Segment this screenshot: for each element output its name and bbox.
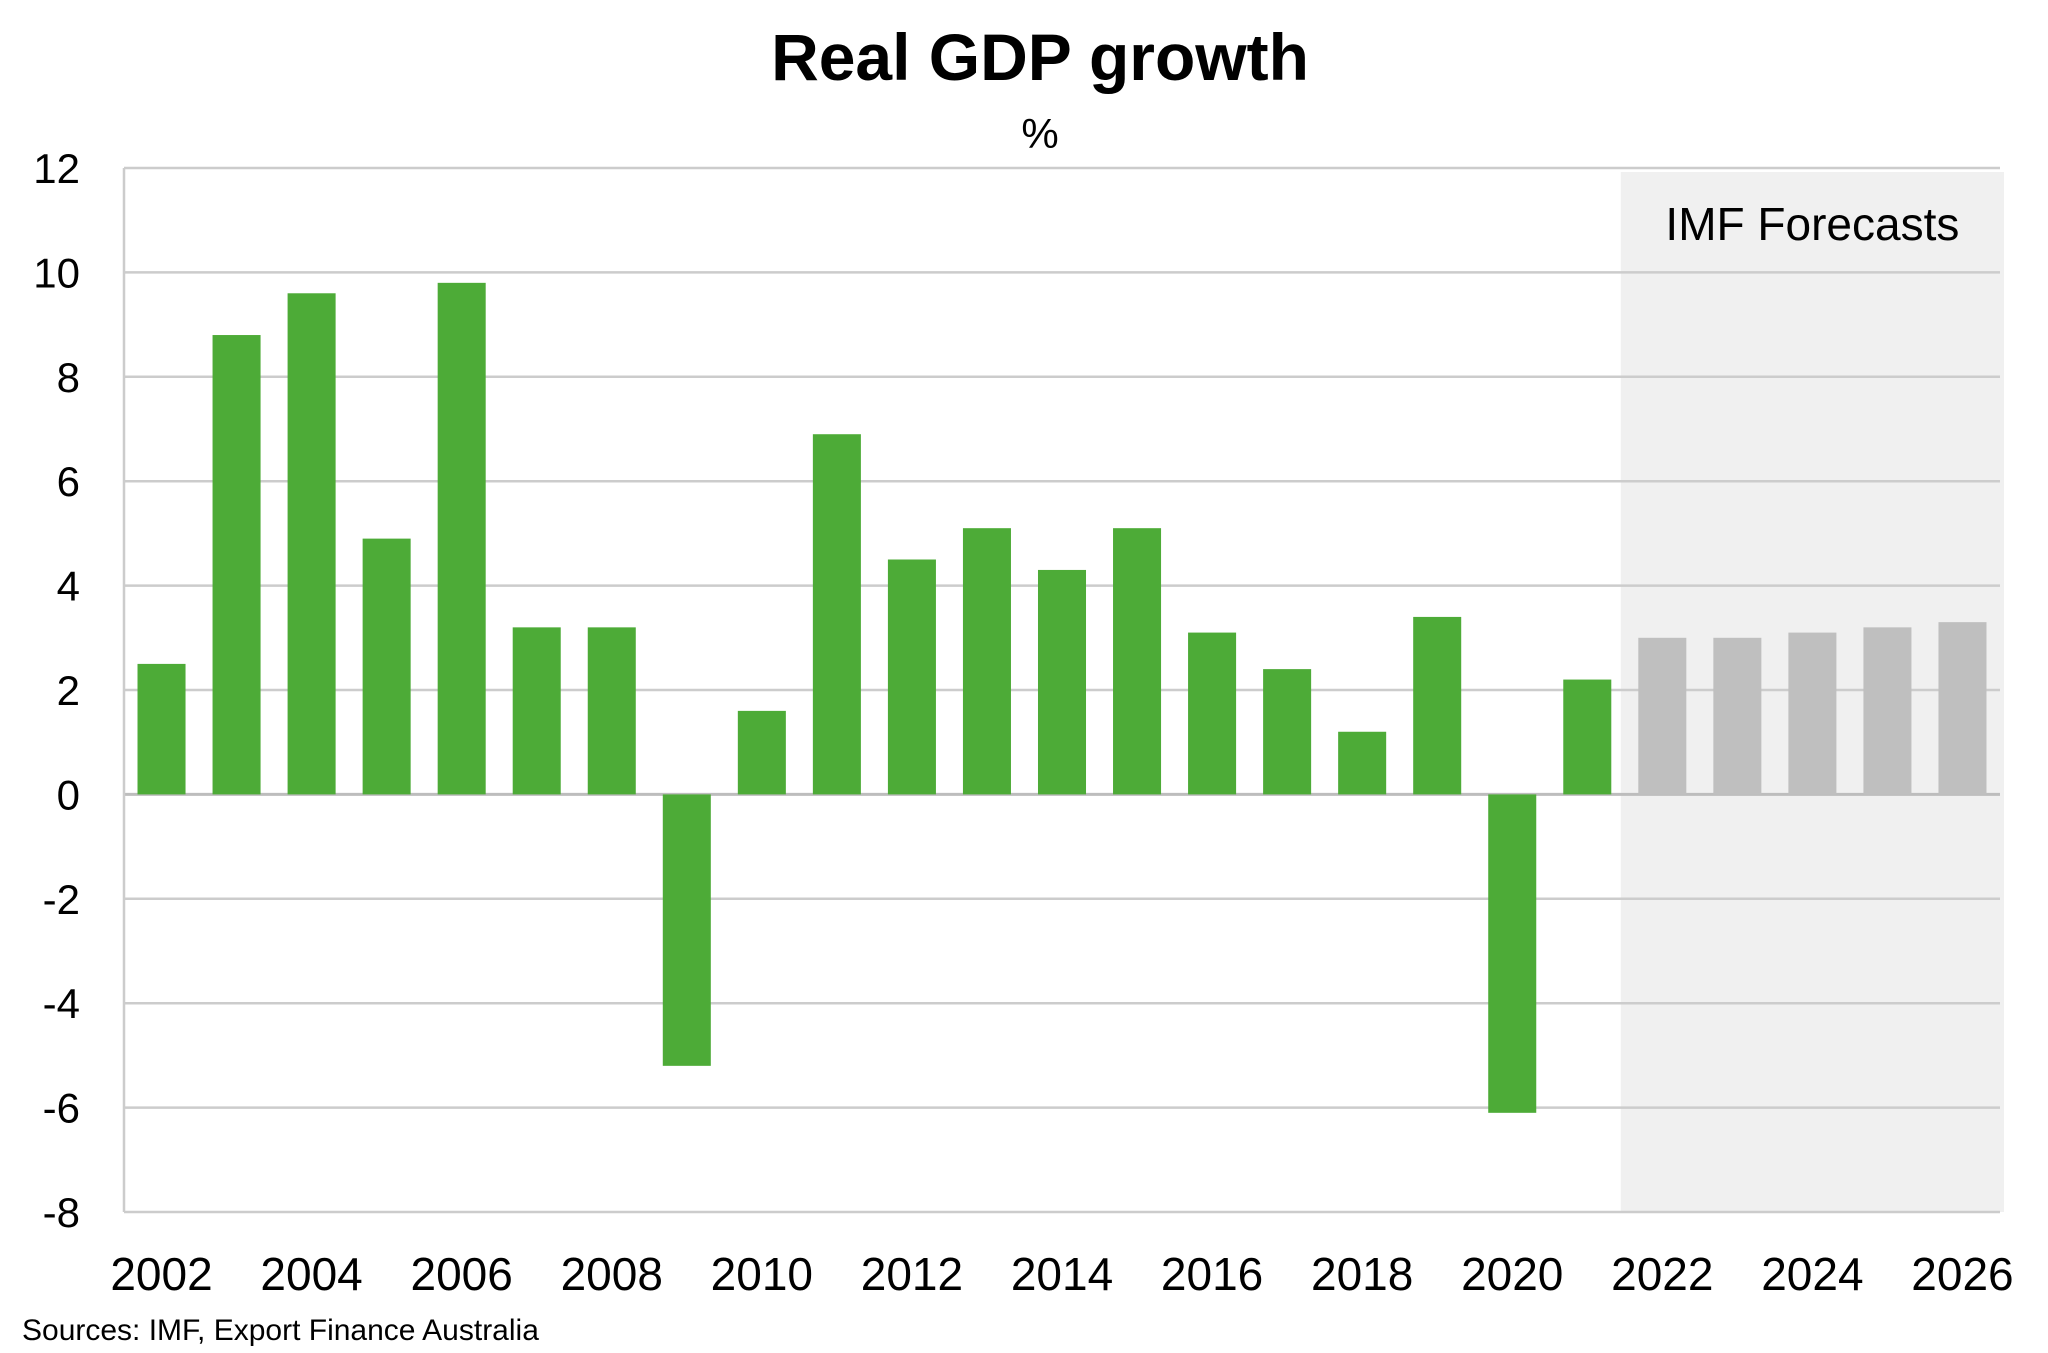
y-tick-label: 6 bbox=[57, 458, 80, 505]
bar-2018 bbox=[1338, 731, 1387, 795]
x-tick-label: 2002 bbox=[110, 1248, 212, 1300]
bar-2013 bbox=[962, 528, 1011, 795]
bar-2017 bbox=[1263, 669, 1312, 795]
bar-2008 bbox=[587, 627, 636, 795]
bar-2014 bbox=[1037, 569, 1087, 795]
x-tick-label: 2016 bbox=[1161, 1248, 1263, 1300]
y-tick-label: -6 bbox=[43, 1085, 80, 1132]
bar-2026 bbox=[1938, 622, 1987, 795]
y-tick-label: 8 bbox=[57, 354, 80, 401]
x-axis-ticks: 2002 2004 2006 2008 2010 2012 2014 2016 2018 2020… bbox=[110, 1248, 2013, 1300]
bar-2016 bbox=[1188, 632, 1237, 795]
bar-2004 bbox=[287, 293, 336, 795]
chart-title: Real GDP growth bbox=[771, 20, 1309, 94]
bar-2010 bbox=[737, 710, 786, 795]
x-tick-label: 2020 bbox=[1461, 1248, 1563, 1300]
bar-2002 bbox=[137, 663, 186, 795]
y-tick-label: -4 bbox=[43, 980, 80, 1027]
bar-2025 bbox=[1863, 627, 1912, 795]
y-tick-label: 4 bbox=[57, 563, 80, 610]
y-tick-label: -8 bbox=[43, 1189, 80, 1236]
bar-2022 bbox=[1638, 637, 1687, 795]
bar-2021 bbox=[1563, 679, 1612, 795]
x-tick-label: 2014 bbox=[1011, 1248, 1113, 1300]
y-tick-label: 10 bbox=[33, 249, 80, 296]
forecast-region-label: IMF Forecasts bbox=[1665, 198, 1959, 250]
x-tick-label: 2018 bbox=[1311, 1248, 1413, 1300]
bars bbox=[137, 282, 1987, 1113]
y-tick-label: -2 bbox=[43, 876, 80, 923]
chart-subtitle: % bbox=[1021, 110, 1058, 157]
bar-2024 bbox=[1788, 632, 1837, 795]
y-tick-label: 0 bbox=[57, 771, 80, 818]
x-tick-label: 2012 bbox=[861, 1248, 963, 1300]
x-tick-label: 2008 bbox=[561, 1248, 663, 1300]
y-axis-ticks: 12 10 8 6 4 2 0 -2 -4 -6 -8 bbox=[33, 145, 80, 1236]
bar-2005 bbox=[362, 538, 411, 795]
x-tick-label: 2004 bbox=[260, 1248, 362, 1300]
y-tick-label: 12 bbox=[33, 145, 80, 192]
source-note: Sources: IMF, Export Finance Australia bbox=[22, 1314, 539, 1347]
x-tick-label: 2006 bbox=[411, 1248, 513, 1300]
bar-2012 bbox=[887, 559, 936, 795]
x-tick-label: 2010 bbox=[711, 1248, 813, 1300]
y-tick-label: 2 bbox=[57, 667, 80, 714]
bar-2023 bbox=[1713, 637, 1762, 795]
bar-2003 bbox=[212, 335, 261, 795]
x-tick-label: 2022 bbox=[1611, 1248, 1713, 1300]
x-tick-label: 2024 bbox=[1761, 1248, 1863, 1300]
bar-2020 bbox=[1488, 794, 1537, 1113]
bar-2019 bbox=[1413, 616, 1462, 795]
gridlines bbox=[124, 166, 2000, 1214]
bar-2009 bbox=[662, 794, 711, 1066]
bar-2006 bbox=[437, 282, 486, 795]
bar-2011 bbox=[812, 434, 861, 795]
bar-2015 bbox=[1113, 528, 1162, 795]
bar-2007 bbox=[512, 627, 561, 795]
x-tick-label: 2026 bbox=[1911, 1248, 2013, 1300]
